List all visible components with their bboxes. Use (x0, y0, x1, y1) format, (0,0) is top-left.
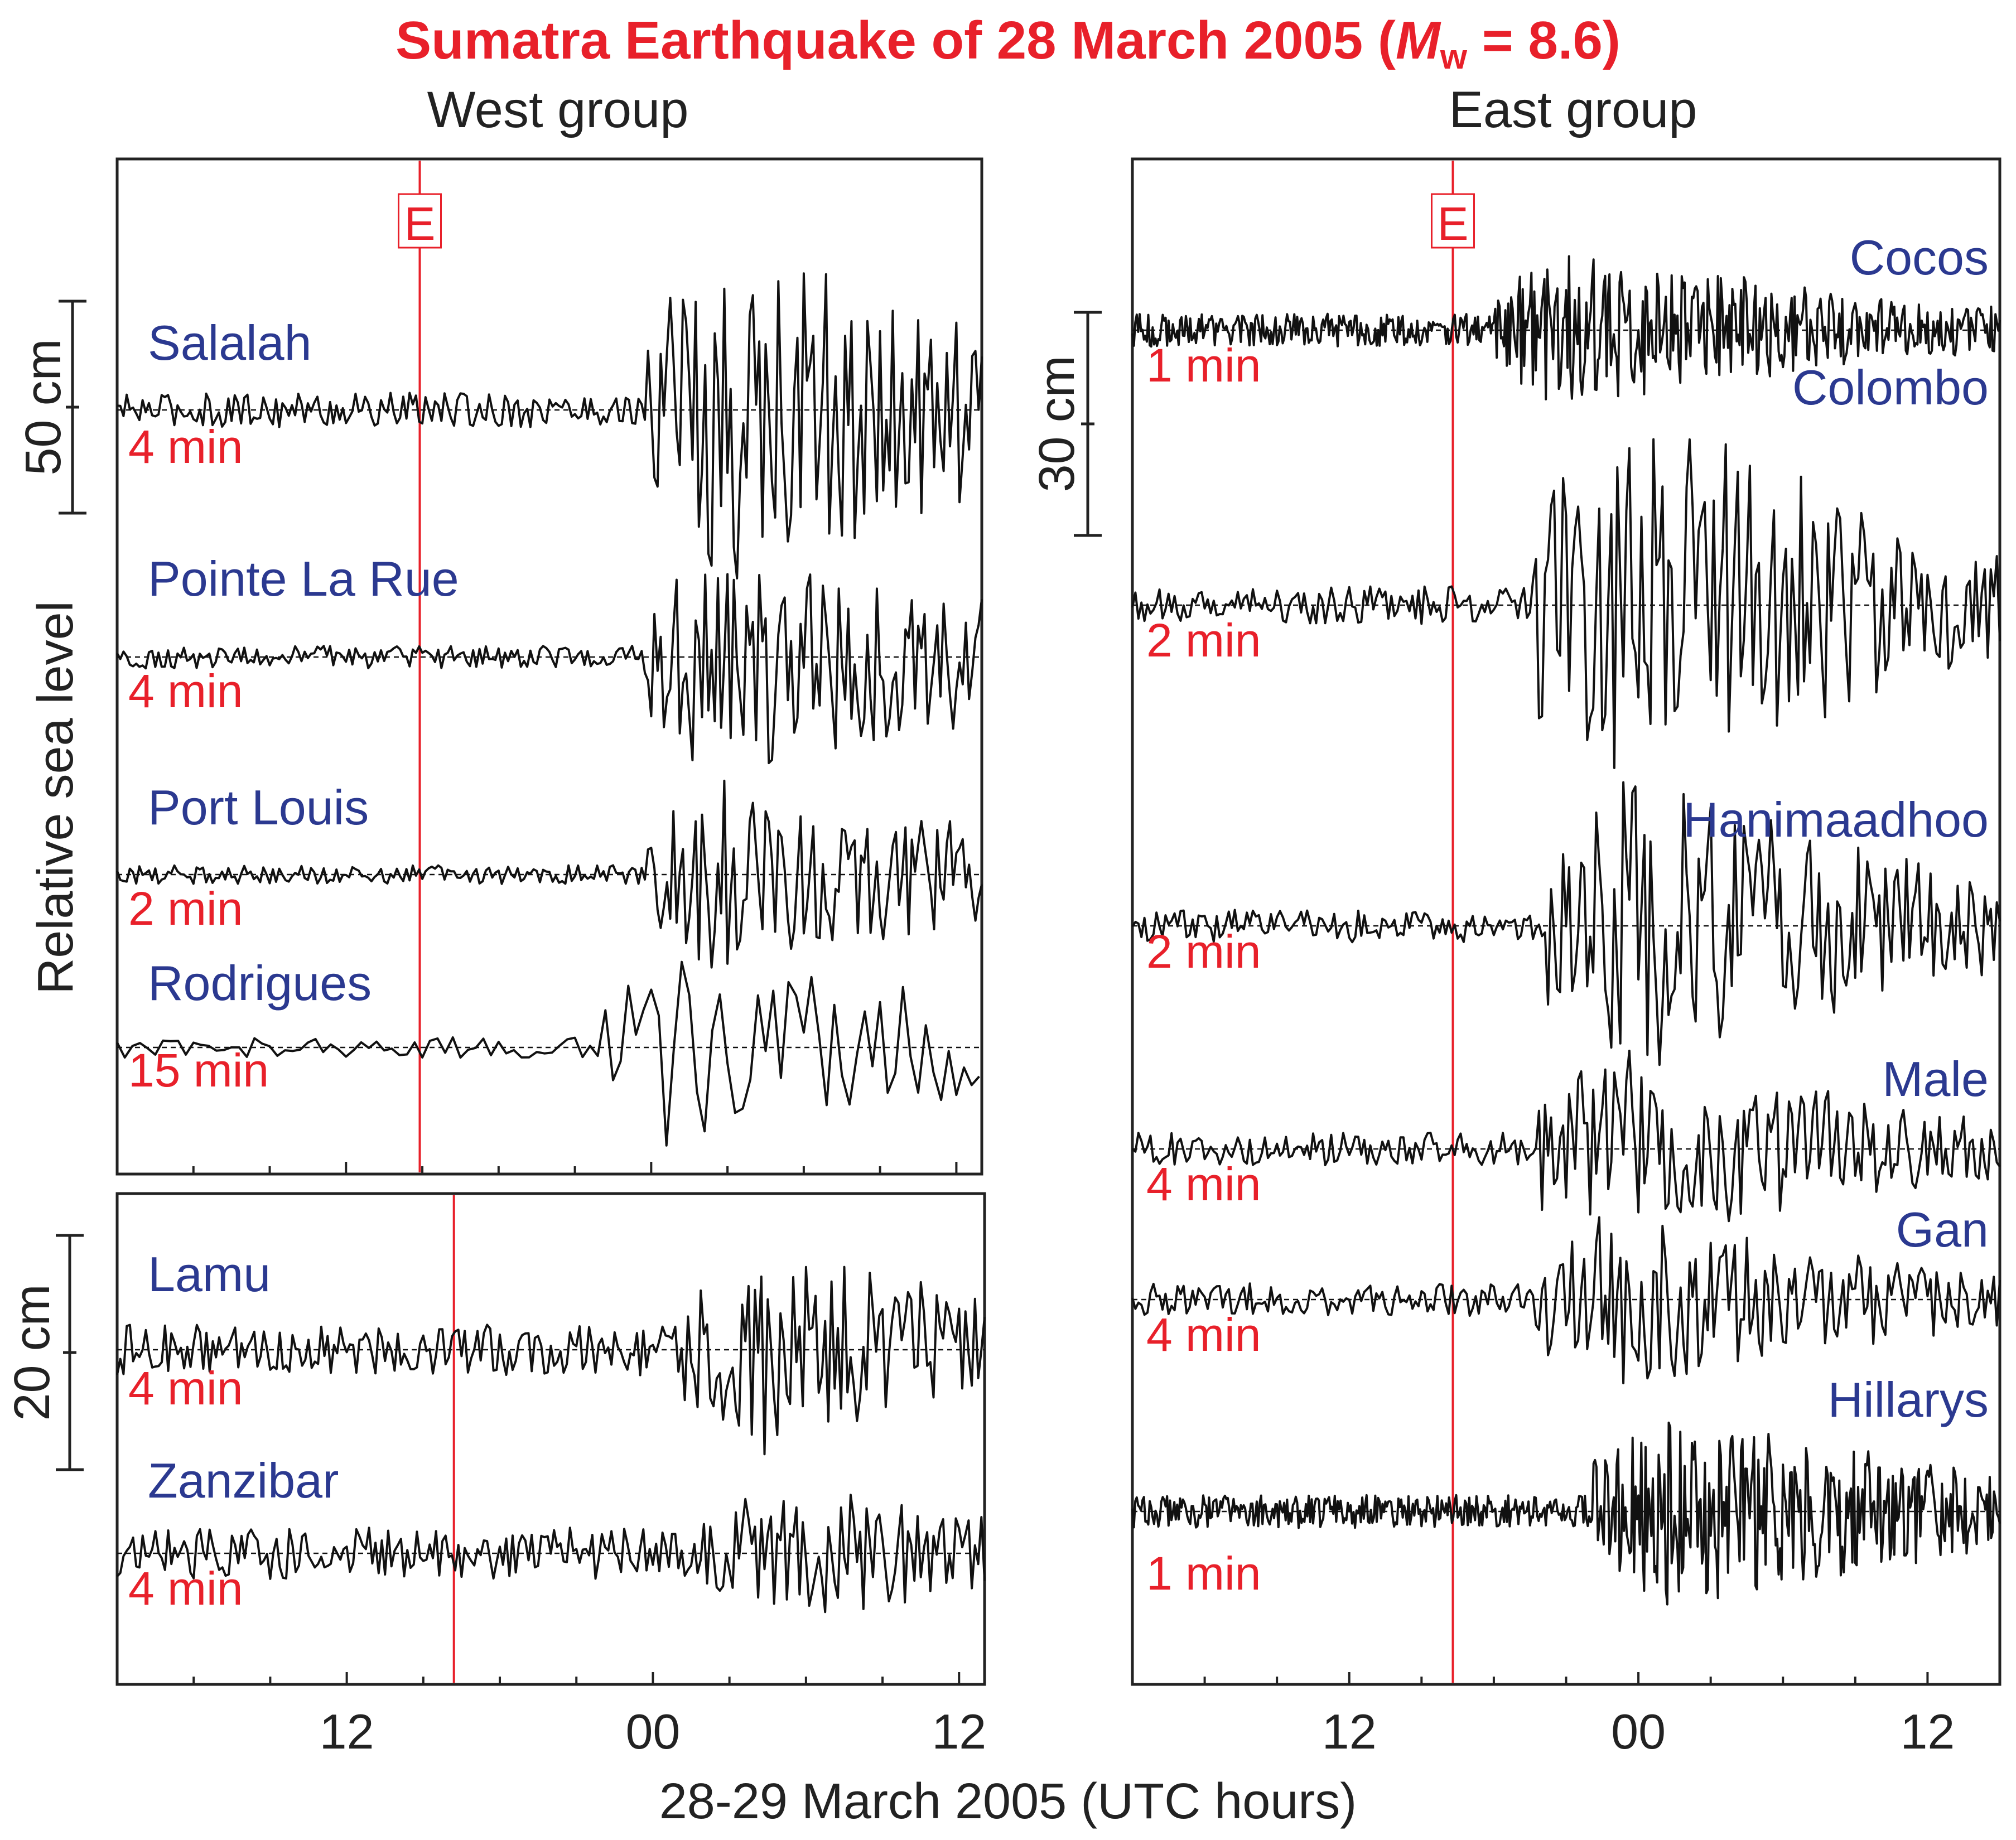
plot-layer: E Salalah 4 min Pointe La Rue 4 min Port Loui… (116, 161, 2001, 1759)
sampling-interval: 2 min (1146, 925, 1261, 978)
sampling-interval: 1 min (1146, 339, 1261, 392)
tide-gauge-trace-port-louis (116, 779, 983, 969)
x-tick-label: 12 (1900, 1704, 1955, 1759)
x-tick-label: 12 (320, 1704, 374, 1759)
station-name: Male (1882, 1051, 1989, 1107)
sampling-interval: 1 min (1146, 1547, 1261, 1600)
scale-bar-50cm: 50 cm (16, 300, 86, 515)
east-group-title: East group (1449, 81, 1697, 138)
tide-gauge-trace-colombo (1131, 438, 2001, 769)
event-marker-box (398, 193, 442, 249)
sampling-interval: 15 min (128, 1044, 269, 1097)
station-name: Zanzibar (148, 1453, 339, 1508)
chart-title: Sumatra Earthquake of 28 March 2005 (Mw … (396, 11, 1620, 76)
tide-gauge-trace-lamu (116, 1266, 986, 1456)
scale-bar-30cm: 30 cm (1029, 311, 1102, 537)
sampling-interval: 4 min (128, 421, 243, 473)
sampling-interval: 4 min (128, 1562, 243, 1615)
station-name: Hillarys (1828, 1372, 1989, 1427)
station-name: Pointe La Rue (148, 551, 459, 606)
tide-gauge-trace-zanzibar (116, 1494, 986, 1614)
sampling-interval: 2 min (1146, 614, 1261, 667)
scale-bar-50cm-label: 50 cm (16, 339, 71, 475)
station-name: Salalah (148, 315, 312, 370)
sampling-interval: 4 min (1146, 1308, 1261, 1361)
tide-gauge-trace-rodrigues (116, 960, 980, 1147)
tide-gauge-trace-hillarys (1131, 1421, 2001, 1606)
sampling-interval: 4 min (1146, 1158, 1261, 1210)
west-upper-panel (115, 157, 983, 1176)
x-tick-label: 12 (932, 1704, 986, 1759)
tide-gauge-trace-cocos (1131, 255, 2001, 400)
x-tick-label: 12 (1322, 1704, 1377, 1759)
tide-gauge-trace-male (1131, 1050, 2001, 1223)
x-tick-label: 00 (625, 1704, 680, 1759)
station-name: Port Louis (148, 780, 369, 835)
station-name: Gan (1896, 1202, 1989, 1257)
station-name: Cocos (1850, 230, 1989, 285)
y-axis-label: Relative sea level (28, 601, 84, 994)
x-axis-label: 28-29 March 2005 (UTC hours) (659, 1774, 1357, 1829)
event-marker-label: E (1437, 197, 1468, 250)
event-marker-box (1430, 193, 1475, 249)
sampling-interval: 4 min (128, 1362, 243, 1414)
event-marker-label: E (404, 197, 435, 250)
sampling-interval: 4 min (128, 665, 243, 717)
scale-bar-30cm-label: 30 cm (1029, 355, 1085, 492)
west-lower-panel (115, 1192, 986, 1686)
sampling-interval: 2 min (128, 882, 243, 935)
scale-bar-20cm-label: 20 cm (4, 1284, 60, 1421)
station-name: Lamu (148, 1247, 271, 1302)
station-name: Colombo (1792, 360, 1989, 415)
tide-gauge-trace-pointe-la-rue (116, 573, 983, 765)
x-tick-label: 00 (1611, 1704, 1666, 1759)
west-group-title: West group (427, 81, 689, 138)
tide-gauge-trace-gan (1131, 1216, 2001, 1384)
scale-bar-20cm: 20 cm (4, 1234, 84, 1471)
tide-gauge-trace-hanimaadhoo (1131, 781, 2001, 1066)
tide-gauge-trace-salalah (117, 272, 983, 579)
station-name: Rodrigues (148, 955, 372, 1011)
station-name: Hanimaadhoo (1683, 792, 1989, 847)
